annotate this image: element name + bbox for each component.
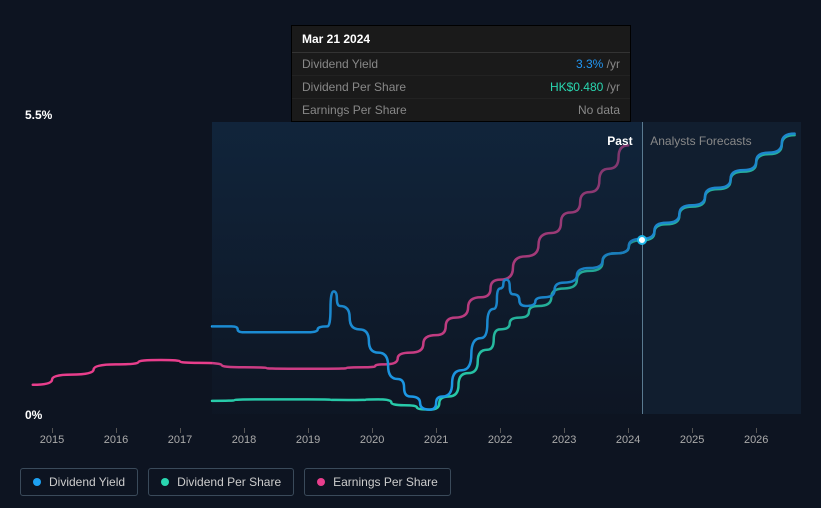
past-shaded-band — [212, 122, 642, 414]
tooltip-metric-value: No data — [578, 103, 620, 117]
dividend-chart[interactable]: 5.5% 0% Past Analysts Forecasts 2015 2016… — [20, 108, 801, 448]
legend-label: Dividend Yield — [49, 475, 125, 489]
x-tick-mark — [116, 428, 117, 433]
tooltip-metric-label: Earnings Per Share — [302, 103, 407, 117]
legend-dot-icon — [161, 478, 169, 486]
tooltip-metric-value: 3.3% /yr — [576, 57, 620, 71]
legend-item[interactable]: Dividend Per Share — [148, 468, 294, 496]
forecast-band — [642, 122, 801, 414]
legend-item[interactable]: Dividend Yield — [20, 468, 138, 496]
y-axis-max-label: 5.5% — [25, 108, 52, 122]
x-tick-mark — [628, 428, 629, 433]
legend-label: Dividend Per Share — [177, 475, 281, 489]
y-axis-min-label: 0% — [25, 408, 42, 422]
x-tick-label: 2024 — [616, 434, 640, 446]
current-point-marker — [637, 235, 647, 245]
tooltip-metric-label: Dividend Yield — [302, 57, 378, 71]
x-tick-label: 2025 — [680, 434, 704, 446]
x-tick-label: 2015 — [40, 434, 64, 446]
x-tick-mark — [180, 428, 181, 433]
x-tick-label: 2021 — [424, 434, 448, 446]
tooltip-date: Mar 21 2024 — [292, 26, 630, 53]
x-axis: 2015 2016 2017 2018 2019 2020 2021 2022 2023 2024… — [20, 434, 801, 454]
tooltip-row: Earnings Per Share No data — [292, 99, 630, 121]
legend-dot-icon — [33, 478, 41, 486]
plot-area: 5.5% 0% Past Analysts Forecasts — [20, 108, 801, 428]
x-tick-label: 2018 — [232, 434, 256, 446]
tooltip-metric-label: Dividend Per Share — [302, 80, 406, 94]
chart-tooltip: Mar 21 2024 Dividend Yield3.3% /yrDivide… — [291, 25, 631, 122]
x-tick-mark — [244, 428, 245, 433]
x-tick-label: 2020 — [360, 434, 384, 446]
x-tick-mark — [756, 428, 757, 433]
x-tick-mark — [372, 428, 373, 433]
legend-label: Earnings Per Share — [333, 475, 438, 489]
x-tick-mark — [52, 428, 53, 433]
tooltip-body: Dividend Yield 3.3% /yr Dividend Per Share… — [292, 53, 630, 121]
x-tick-label: 2017 — [168, 434, 192, 446]
x-tick-mark — [564, 428, 565, 433]
legend-item[interactable]: Earnings Per Share — [304, 468, 451, 496]
x-tick-label: 2019 — [296, 434, 320, 446]
x-tick-mark — [436, 428, 437, 433]
tooltip-metric-value: HK$0.480 /yr — [550, 80, 620, 94]
x-tick-mark — [308, 428, 309, 433]
x-tick-label: 2022 — [488, 434, 512, 446]
tooltip-row: Dividend Yield 3.3% /yr — [292, 53, 630, 76]
x-tick-mark — [692, 428, 693, 433]
x-tick-label: 2026 — [744, 434, 768, 446]
legend: Dividend Yield Dividend Per Share Earnings… — [20, 468, 451, 496]
x-tick-label: 2016 — [104, 434, 128, 446]
forecast-label: Analysts Forecasts — [650, 134, 751, 148]
legend-dot-icon — [317, 478, 325, 486]
past-forecast-divider — [642, 122, 643, 414]
x-tick-label: 2023 — [552, 434, 576, 446]
x-tick-mark — [500, 428, 501, 433]
past-label: Past — [607, 134, 632, 148]
tooltip-row: Dividend Per Share HK$0.480 /yr — [292, 76, 630, 99]
